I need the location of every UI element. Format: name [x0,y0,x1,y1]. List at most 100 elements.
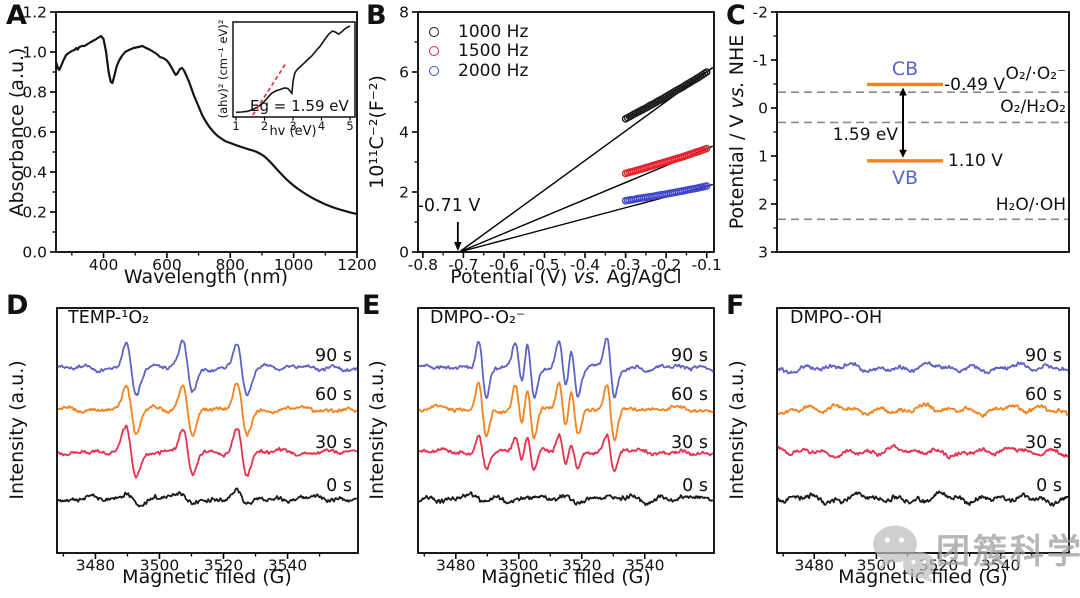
epr-trace-30s [57,424,358,479]
trace-time-label: 0 s [326,476,352,496]
circle-marker-icon [429,65,439,76]
y-tick-label: 8 [399,4,409,22]
cb-label: CB [891,58,919,80]
data-series-2000Hz [621,182,711,205]
inset-x-tick-label: 5 [346,119,353,133]
epr-trace-90s [418,337,714,400]
legend-item: 2000 Hz [429,61,528,81]
y-tick-label: -2 [753,4,768,22]
trace-time-label: 60 s [315,385,352,405]
flat-band-potential-annotation: -0.71 V [417,196,481,216]
panel-a-plot: 400 600 800 1000 1200 0.0 0.2 0.4 0.6 0.8 1.0 1.2 1 2… [22,4,376,275]
trace-time-label: 30 s [1025,433,1062,453]
band-gap-value-label: Eg = 1.59 eV [250,97,349,115]
trace-time-label: 90 s [671,346,708,366]
panel-b-x-axis-title: Potential (V) vs. Ag/AgCl [450,266,682,288]
axes-box [776,307,1070,554]
panel-d-x-axis-title: Magnetic filed (G) [122,566,292,588]
data-point [702,68,711,76]
vb-label: VB [891,167,919,189]
x-tick-label: 800 [215,256,245,274]
annotation-arrowhead [454,242,462,251]
inset-x-axis-title: hv (eV) [269,124,317,139]
y-tick-label: 2 [758,196,768,214]
circle-marker-icon [429,46,439,57]
y-tick-label: 1.2 [22,4,47,22]
redox-label-hydroxyl: H₂O/·OH [995,195,1066,215]
panel-e-letter: E [362,290,381,321]
axes-box [776,11,1070,253]
axes-box [417,307,715,554]
panel-d-y-axis-title: Intensity (a.u.) [6,360,28,500]
x-tick-label: 3520 [562,557,601,575]
y-tick-label: 0.6 [22,124,47,142]
y-tick-label: 6 [399,64,409,82]
panel-c-y-axis-title: Potential / V vs. NHE [726,34,748,230]
trace-time-label: 90 s [315,346,352,366]
band-gap-label: 1.59 eV [832,125,898,145]
x-tick-label: -0.5 [529,256,559,274]
epr-trace-60s [777,402,1069,418]
panel-e-x-axis-title: Magnetic filed (G) [481,566,651,588]
y-tick-label: 0 [758,100,768,118]
epr-trace-0s [57,487,358,508]
arrowhead-down [899,149,907,158]
x-tick-label: 3540 [268,557,307,575]
trace-time-label: 60 s [1025,385,1062,405]
epr-trace-0s [418,491,714,507]
inset-x-tick-label: 4 [318,119,325,133]
trace-time-label: 0 s [1036,476,1062,496]
spin-adduct-label-temp-1o2: TEMP-¹O₂ [68,308,150,328]
data-point [702,182,711,190]
x-tick-label: 3480 [436,557,475,575]
x-tick-label: 600 [152,256,182,274]
panel-f-letter: F [726,290,745,321]
y-tick-label: 1 [758,148,768,166]
trace-time-label: 30 s [671,433,708,453]
epr-trace-90s [777,361,1069,375]
inset-axes-box [232,21,356,118]
panel-a-y-axis-title: Absorbance (a.u.) [6,47,28,217]
inset-y-axis-title: (ahv)² (cm⁻¹ eV)² [216,19,230,119]
x-tick-label: -0.2 [651,256,681,274]
legend-item: 1500 Hz [429,41,529,62]
x-tick-label: 3540 [981,557,1020,575]
trace-time-label: 90 s [1025,346,1062,366]
axes-box [56,307,359,554]
spin-adduct-label-dmpo-o2: DMPO-·O₂⁻ [430,308,526,328]
x-tick-label: 3480 [76,557,115,575]
x-tick-label: -0.8 [408,256,438,274]
y-tick-label: -1 [753,52,768,70]
tauc-plot-inset: 1 2 3 4 5 [232,21,356,133]
x-tick-label: -0.3 [610,256,640,274]
epr-trace-60s [57,382,358,437]
trace-time-label: 30 s [315,433,352,453]
panel-d-plot: 3480 3500 3520 3540 [56,307,359,575]
panel-f-y-axis-title: Intensity (a.u.) [726,360,748,500]
y-tick-label: 0 [399,244,409,262]
x-tick-label: 3500 [499,557,538,575]
panel-c-letter: C [726,0,746,31]
tauc-curve [235,25,351,114]
epr-trace-30s [418,433,714,473]
inset-x-tick-label: 2 [261,119,268,133]
x-tick-label: 3520 [204,557,243,575]
panel-d-letter: D [6,290,29,321]
panel-b-plot: -0.8 -0.7 -0.6 -0.5 -0.4 -0.3 -0.2 -0.1 0 2 4 6 8 [399,4,722,275]
legend-label: 1500 Hz [458,41,529,62]
cb-potential-value: -0.49 V [944,75,1006,95]
data-point [702,144,711,153]
spin-adduct-label-dmpo-oh: DMPO-·OH [790,308,883,328]
y-tick-label: 3 [758,244,768,262]
panel-e-y-axis-title: Intensity (a.u.) [366,360,388,500]
x-tick-label: 3500 [140,557,179,575]
y-tick-label: 0.0 [22,244,47,262]
legend-item: 1000 Hz [429,22,528,42]
y-tick-label: 4 [399,124,409,142]
panel-b-letter: B [366,0,387,31]
epr-trace-0s [777,490,1069,507]
redox-label-superoxide: O₂/·O₂⁻ [1005,64,1067,84]
data-series-1000Hz [621,68,711,123]
